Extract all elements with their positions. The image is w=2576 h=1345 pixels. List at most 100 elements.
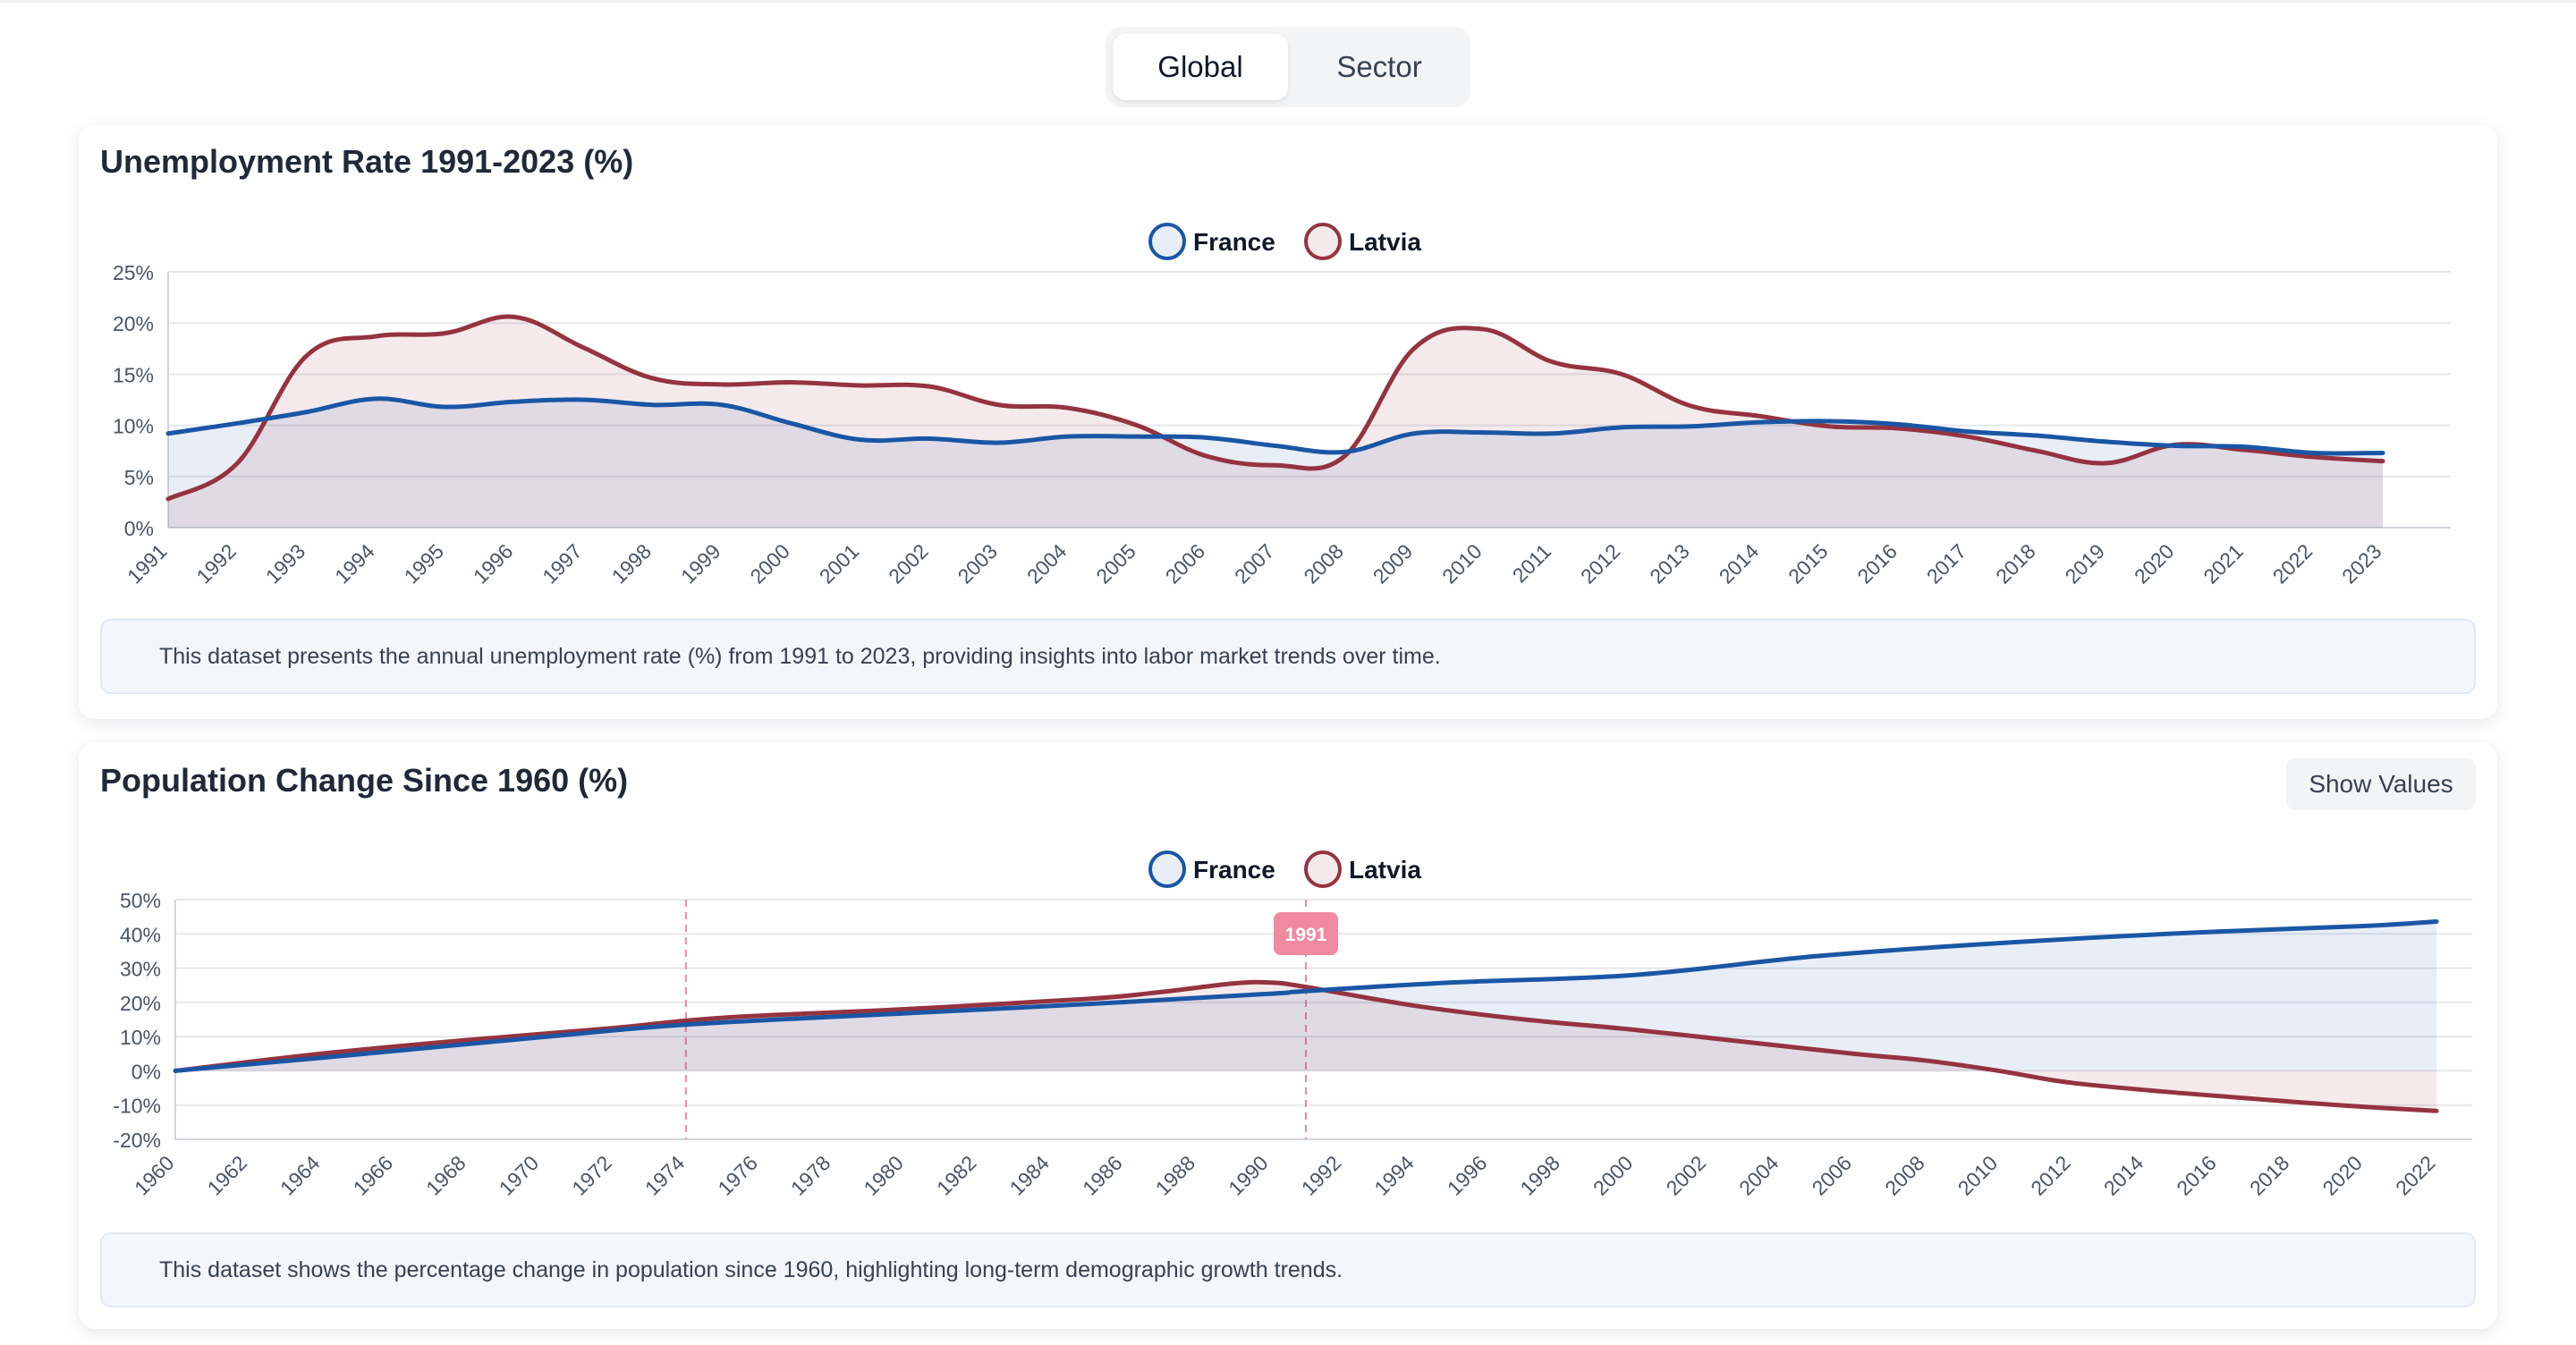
data-point-latvia (610, 1026, 615, 1031)
y-tick-label: 30% (120, 958, 161, 981)
data-point-france (1814, 953, 1819, 959)
x-tick-label: 2019 (2060, 539, 2109, 588)
y-tick-label: 0% (131, 1060, 161, 1083)
tab-global[interactable]: Global (1113, 34, 1288, 100)
data-point-france (1134, 434, 1140, 439)
line-france (165, 396, 2385, 456)
data-point-latvia (1522, 1017, 1528, 1022)
x-tick-label: 2020 (2318, 1151, 2367, 1200)
data-point-latvia (165, 496, 171, 502)
data-point-latvia (2241, 447, 2247, 453)
x-tick-label: 1998 (607, 539, 657, 588)
data-point-latvia (996, 402, 1002, 408)
data-point-france (1411, 431, 1417, 436)
hover-tooltip: 1991 (1274, 912, 1338, 955)
y-tick-label: 15% (113, 363, 154, 386)
data-point-latvia (2288, 1099, 2293, 1104)
data-point-france (304, 410, 309, 415)
data-point-france (927, 436, 932, 441)
x-tick-label: 2009 (1368, 539, 1418, 588)
data-point-france (1267, 991, 1272, 996)
x-tick-label: 2004 (1022, 539, 1072, 588)
data-point-france (1758, 419, 1763, 425)
x-tick-label: 2010 (1437, 539, 1487, 588)
data-point-france (165, 431, 171, 436)
population-description: This dataset shows the percentage change… (100, 1232, 2476, 1307)
data-point-france (443, 404, 448, 410)
data-point-france (719, 402, 724, 408)
x-tick-label: 2008 (1880, 1151, 1929, 1200)
chart-legend: France Latvia (1148, 223, 1421, 260)
y-tick-label: -20% (113, 1129, 161, 1152)
data-point-latvia (902, 1007, 907, 1012)
data-point-france (1204, 435, 1209, 440)
data-point-france (2104, 439, 2109, 444)
data-point-france (2179, 931, 2184, 936)
data-point-latvia (1273, 462, 1278, 468)
x-tick-label: 1964 (275, 1151, 325, 1200)
legend-marker-latvia (1304, 223, 1342, 260)
x-tick-label: 1990 (1224, 1151, 1273, 1200)
x-tick-label: 1996 (469, 539, 518, 588)
data-point-france (1965, 428, 1970, 434)
x-tick-label: 1970 (495, 1151, 544, 1200)
data-point-france (2380, 450, 2385, 455)
data-point-france (1631, 972, 1637, 977)
legend-label-latvia: Latvia (1349, 856, 1421, 884)
data-point-france (580, 397, 586, 402)
data-point-latvia (2104, 461, 2109, 466)
data-point-france (1480, 430, 1486, 436)
data-point-latvia (1619, 371, 1624, 376)
x-tick-label: 1993 (261, 539, 310, 588)
x-tick-label: 2006 (1808, 1151, 1857, 1200)
x-tick-label: 2001 (815, 539, 864, 588)
x-tick-label: 2008 (1299, 539, 1348, 588)
data-point-france (1449, 980, 1454, 985)
data-point-latvia (1550, 360, 1555, 365)
x-tick-label: 1984 (1005, 1151, 1055, 1200)
x-tick-label: 2000 (745, 539, 794, 588)
unemployment-chart: France Latvia 0% 5% 10% 15% 20% 25% 1991 1992 1993… (113, 223, 2451, 588)
y-tick-label: 20% (120, 992, 161, 1015)
unemployment-card: Unemployment Rate 1991-2023 (%) France La… (79, 125, 2497, 719)
x-tick-label: 1995 (399, 539, 448, 588)
data-point-france (2360, 923, 2366, 928)
x-tick-label: 2022 (2391, 1151, 2440, 1200)
show-values-button[interactable]: Show Values (2286, 758, 2476, 810)
data-point-france (1065, 434, 1071, 439)
data-point-latvia (1157, 989, 1163, 994)
data-point-latvia (1065, 405, 1071, 410)
line-latvia (173, 979, 2439, 1113)
data-point-france (2034, 433, 2039, 438)
x-tick-label: 2015 (1784, 539, 1833, 588)
x-tick-label: 1962 (203, 1151, 252, 1200)
data-point-france (1619, 425, 1624, 430)
x-tick-label: 2022 (2268, 539, 2318, 588)
legend-label-france: France (1193, 228, 1275, 256)
y-tick-label: 20% (113, 312, 154, 335)
x-tick-label: 1960 (130, 1151, 179, 1200)
x-tick-label: 2011 (1508, 539, 1555, 587)
data-point-latvia (318, 1051, 324, 1056)
data-point-latvia (2034, 448, 2039, 453)
x-tick-label: 1991 (123, 539, 172, 588)
data-point-france (1084, 1002, 1089, 1007)
x-tick-label: 2021 (2199, 539, 2248, 588)
population-chart: France Latvia -20% -10% 0% 10% 20% 30% 40% 50% 196… (113, 850, 2472, 1200)
unemployment-description: This dataset presents the annual unemplo… (100, 619, 2476, 694)
x-tick-label: 1999 (676, 539, 725, 588)
x-tick-label: 1994 (1369, 1151, 1419, 1200)
data-point-latvia (1412, 1003, 1418, 1009)
tab-sector[interactable]: Sector (1336, 50, 1422, 83)
data-point-france (1996, 941, 2002, 946)
x-tick-label: 1996 (1443, 1151, 1492, 1200)
population-title: Population Change Since 1960 (%) (100, 762, 629, 799)
data-point-france (683, 1022, 689, 1028)
data-point-latvia (2434, 1108, 2439, 1113)
data-point-latvia (1688, 403, 1693, 409)
x-tick-label: 1974 (640, 1151, 690, 1200)
data-point-latvia (1411, 346, 1417, 351)
x-tick-label: 2002 (884, 539, 933, 588)
data-point-latvia (1923, 1058, 1928, 1063)
x-tick-label: 1986 (1078, 1151, 1127, 1200)
